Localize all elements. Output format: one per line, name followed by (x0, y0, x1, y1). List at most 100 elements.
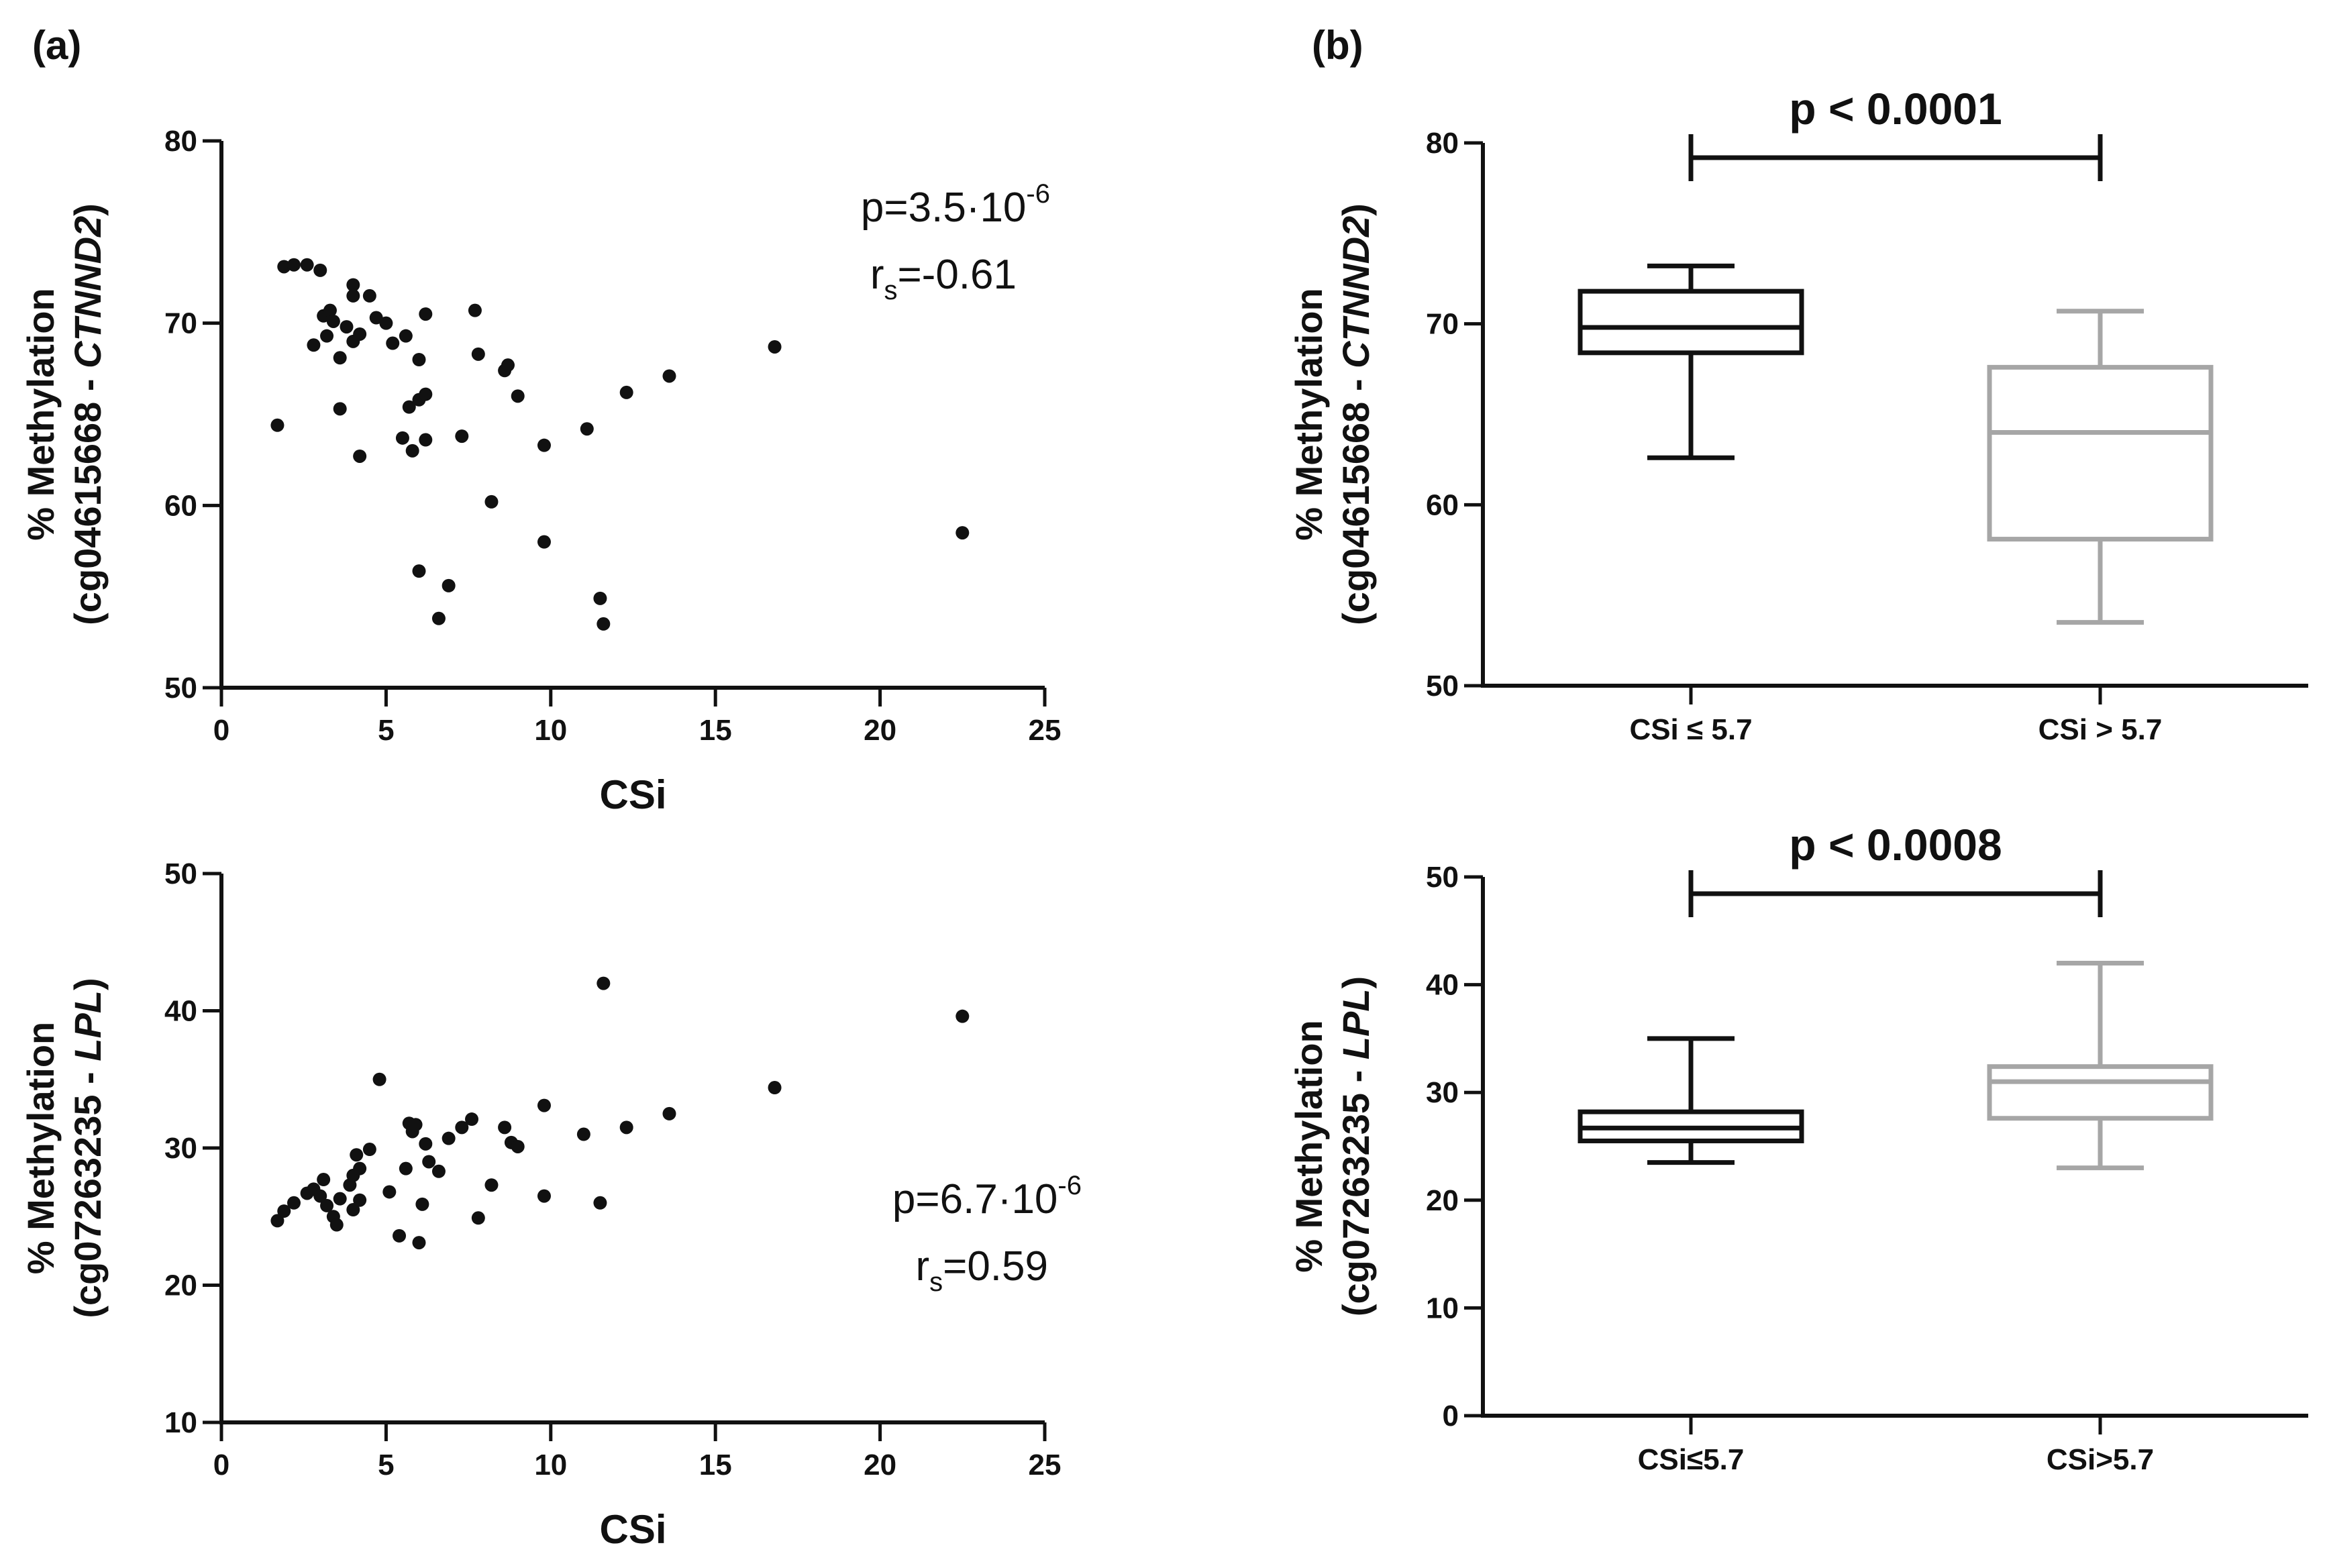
y-axis-label-gene: CTNND2 (66, 216, 109, 368)
rs-value: =-0.61 (897, 252, 1017, 298)
data-point (386, 336, 400, 350)
x-tick-label: 10 (534, 1449, 567, 1481)
category-label: CSi > 5.7 (2038, 713, 2163, 746)
x-tick-label: 20 (864, 714, 896, 747)
x-tick-label: 15 (699, 714, 732, 747)
box-group (1987, 960, 2214, 1171)
data-point (619, 385, 633, 399)
data-point (270, 1214, 285, 1228)
data-point (313, 1189, 327, 1203)
data-point (419, 307, 433, 321)
data-point (955, 1009, 970, 1023)
data-point (393, 1229, 407, 1243)
data-point (431, 611, 446, 625)
data-point (372, 1072, 386, 1086)
y-tick-label: 80 (164, 125, 197, 158)
data-point (537, 1098, 551, 1112)
data-point (412, 1236, 426, 1250)
iqr-box (1578, 289, 1804, 356)
y-axis-label-probe: (cg04615668 - (66, 368, 109, 625)
data-point (313, 263, 327, 277)
data-point (317, 1173, 331, 1187)
box-chart-ctnnd2: 50 60 70 80 % Methylation (cg04615668 - CTNND… (1288, 84, 2308, 746)
y-tick-label: 50 (1426, 670, 1459, 702)
y-tick-label: 0 (1443, 1400, 1459, 1432)
y-axis-label-probe: (cg07263235 - (1335, 1059, 1377, 1316)
x-axis-label: CSi (599, 1507, 666, 1552)
data-point (471, 1211, 485, 1225)
y-tick-label: 10 (1426, 1292, 1459, 1324)
data-point (955, 526, 970, 540)
y-axis-label-close: ) (1335, 203, 1377, 216)
y-tick-label: 20 (164, 1269, 197, 1302)
y-tick-label: 70 (164, 307, 197, 340)
y-tick-label: 60 (164, 489, 197, 522)
data-point (419, 433, 433, 447)
y-axis-label-probe: (cg04615668 - (1335, 368, 1377, 625)
y-tick-label: 80 (1426, 127, 1459, 160)
data-point (329, 1218, 344, 1232)
y-tick-label: 40 (1426, 969, 1459, 1002)
data-point (537, 1189, 551, 1203)
data-point (362, 1143, 376, 1157)
data-point (287, 1196, 301, 1210)
y-axis-label-line2: (cg04615668 - CTNND2) (1335, 203, 1377, 625)
p-value-annotation: p=6.7·10-6 (892, 1171, 1082, 1222)
data-point (412, 353, 426, 366)
y-tick-label: 70 (1426, 308, 1459, 341)
data-point (768, 1081, 782, 1095)
box-group (1987, 309, 2214, 625)
data-point (593, 591, 607, 605)
x-tick-label: 5 (378, 1449, 394, 1481)
data-point (537, 535, 551, 549)
iqr-box (1987, 364, 2214, 542)
rs-value: =0.59 (943, 1243, 1048, 1290)
data-point (580, 422, 594, 436)
y-axis-label-line2: (cg07263235 - LPL) (1335, 976, 1377, 1316)
y-axis-label-gene: LPL (66, 990, 109, 1061)
x-tick-label: 5 (378, 714, 394, 747)
data-point (619, 1120, 633, 1135)
data-point (333, 1192, 347, 1206)
y-axis-label: % Methylation (cg04615668 - CTNND2) (19, 203, 109, 625)
data-point (484, 1178, 499, 1192)
data-point (419, 387, 433, 401)
data-point (395, 431, 409, 445)
y-tick-label: 20 (1426, 1184, 1459, 1217)
p-value-text: p=6.7·10 (892, 1176, 1058, 1222)
y-axis-label-probe: (cg07263235 - (66, 1061, 109, 1318)
data-point (405, 443, 419, 458)
y-axis-label: % Methylation (cg07263235 - LPL) (1288, 976, 1377, 1316)
data-point (350, 1148, 364, 1162)
data-point (333, 351, 347, 365)
rs-annotation: rs=-0.61 (870, 252, 1017, 305)
x-tick-label: 10 (534, 714, 567, 747)
data-point (412, 564, 426, 578)
y-tick-label: 60 (1426, 488, 1459, 521)
data-point (353, 1161, 367, 1175)
data-point (768, 339, 782, 354)
y-axis-label: % Methylation (cg04615668 - CTNND2) (1288, 203, 1377, 625)
y-axis-label-close: ) (1335, 976, 1377, 989)
data-point (442, 1131, 456, 1145)
data-point (455, 1120, 469, 1135)
y-tick-label: 40 (164, 995, 197, 1028)
data-point (498, 1120, 512, 1135)
y-tick-label: 10 (164, 1406, 197, 1439)
data-point (300, 258, 314, 272)
data-point (382, 1185, 397, 1199)
data-point (323, 303, 337, 317)
data-point (333, 402, 347, 416)
p-value-text: p=3.5·10 (861, 185, 1027, 231)
y-axis-label-line2: (cg04615668 - CTNND2) (66, 203, 109, 625)
data-point (346, 278, 360, 292)
data-point (537, 438, 551, 452)
y-axis-label-line2: (cg07263235 - LPL) (66, 978, 109, 1318)
y-axis-label-line1: % Methylation (19, 288, 62, 540)
x-tick-label: 0 (213, 1449, 229, 1481)
data-point (346, 289, 360, 303)
data-point (409, 1118, 423, 1132)
y-axis-label: % Methylation (cg07263235 - LPL) (19, 978, 109, 1318)
x-tick-label: 25 (1029, 714, 1062, 747)
data-point (353, 327, 367, 341)
